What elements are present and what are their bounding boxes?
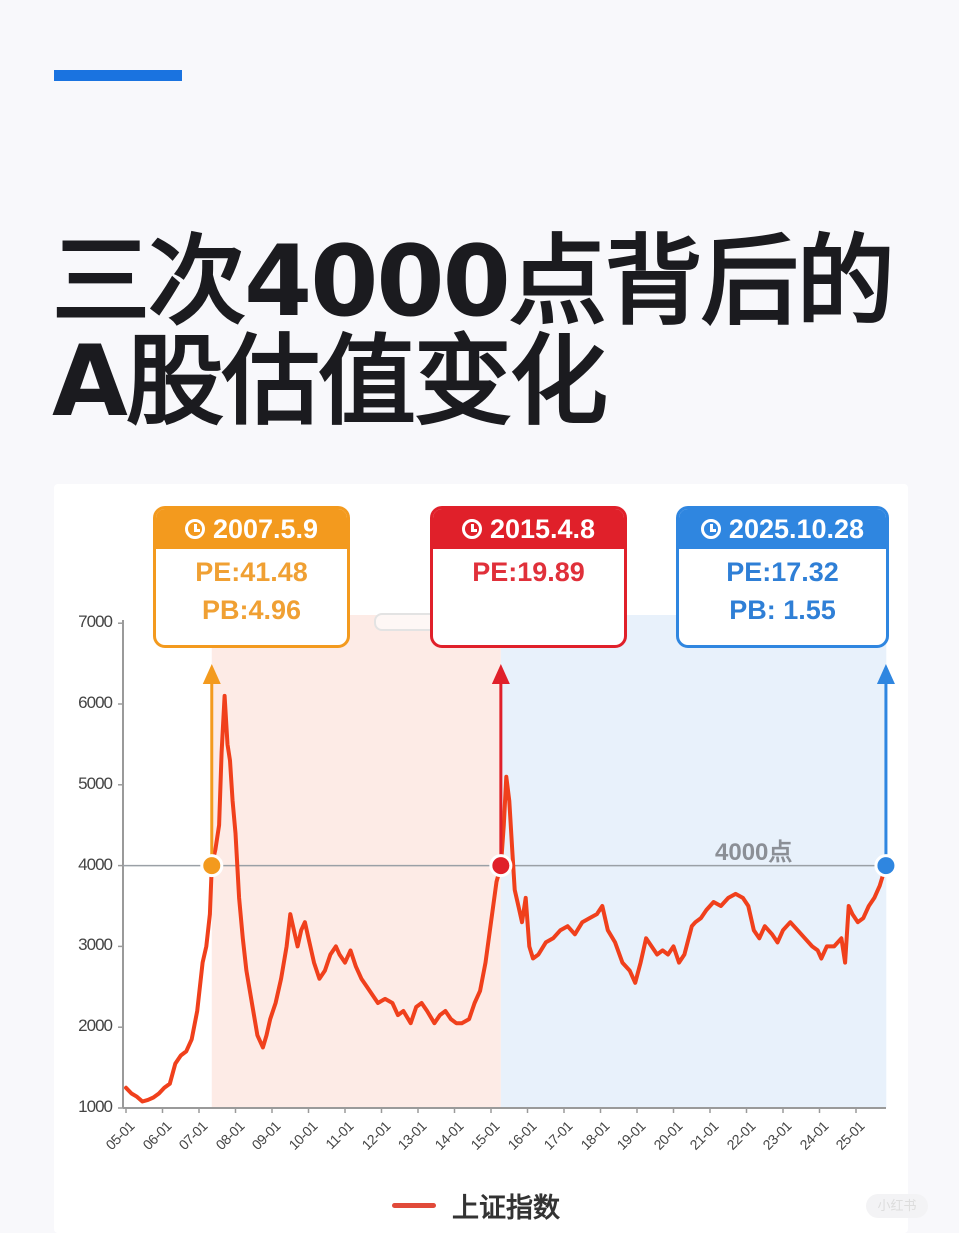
annotation-dot xyxy=(200,854,224,878)
arrow-head-icon xyxy=(202,664,221,684)
clock-icon xyxy=(700,519,721,539)
shaded-region xyxy=(211,615,501,1108)
annotation-arrows xyxy=(200,664,898,878)
chart-legend: 上证指数 xyxy=(392,1186,560,1225)
callout-header: 2015.4.8 xyxy=(433,509,624,549)
y-tick-label: 4000 xyxy=(78,854,113,874)
y-tick-label: 7000 xyxy=(78,612,113,632)
callout-body: PE:19.89 xyxy=(433,549,624,591)
callout-pe: PE:41.48 xyxy=(195,557,308,587)
page-title: 三次4000点背后的 A股估值变化 xyxy=(52,225,895,439)
callout-date: 2007.5.9 xyxy=(212,513,319,544)
callout-2025: 2025.10.28 PE:17.32 PB: 1.55 xyxy=(676,506,889,648)
legend-swatch xyxy=(392,1203,436,1208)
callout-date: 2015.4.8 xyxy=(489,513,596,544)
index-line xyxy=(124,693,888,1104)
clock-icon xyxy=(184,519,205,539)
callout-pb: PB:4.96 xyxy=(201,595,302,625)
arrow-head-icon xyxy=(491,664,510,684)
y-tick-label: 6000 xyxy=(78,693,113,712)
y-tick-label: 1000 xyxy=(78,1097,113,1116)
shaded-region xyxy=(500,615,887,1108)
callout-header: 2025.10.28 xyxy=(679,509,886,549)
reference-line-label: 4000点 xyxy=(715,839,793,866)
annotation-dot xyxy=(489,854,513,878)
clock-icon xyxy=(461,519,482,539)
callout-body: PE:41.48 PB:4.96 xyxy=(156,549,347,629)
annotation-dot xyxy=(874,854,898,878)
watermark: 小红书 xyxy=(866,1194,928,1218)
callout-date: 2025.10.28 xyxy=(728,513,865,544)
arrow-head-icon xyxy=(876,664,895,684)
y-tick-label: 5000 xyxy=(78,773,113,793)
callout-header: 2007.5.9 xyxy=(156,509,347,549)
legend-label: 上证指数 xyxy=(452,1193,560,1223)
callout-body: PE:17.32 PB: 1.55 xyxy=(679,549,886,629)
callout-2007: 2007.5.9 PE:41.48 PB:4.96 xyxy=(153,506,350,648)
series-shanghai-index xyxy=(124,693,888,1104)
callout-pe: PE:19.89 xyxy=(472,557,585,587)
title-line-1: 三次4000点背后的 xyxy=(52,225,895,339)
callout-pe: PE:17.32 xyxy=(726,557,839,587)
title-line-2: A股估值变化 xyxy=(52,325,608,439)
chart-axes xyxy=(118,620,886,1113)
callout-pb: PB: 1.55 xyxy=(729,595,836,625)
y-tick-label: 2000 xyxy=(78,1016,113,1036)
shaded-regions xyxy=(211,615,887,1108)
y-tick-label: 3000 xyxy=(78,935,113,955)
accent-bar xyxy=(54,70,182,81)
callout-2015: 2015.4.8 PE:19.89 xyxy=(430,506,627,648)
